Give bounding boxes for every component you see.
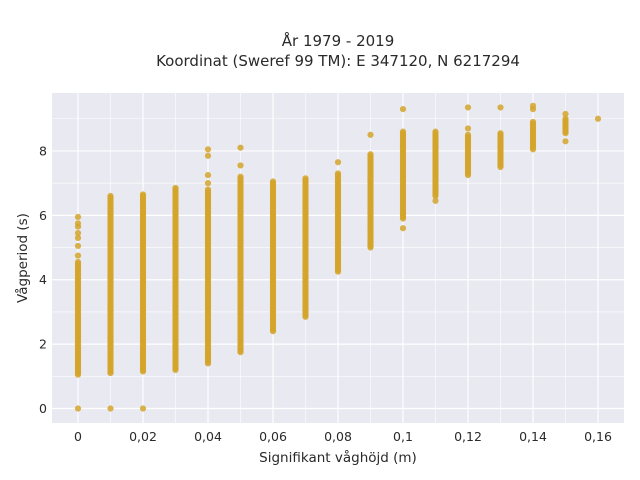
data-point	[464, 131, 472, 138]
data-point	[139, 191, 147, 198]
data-point	[399, 225, 407, 232]
y-tick-label: 4	[39, 272, 47, 287]
data-point	[497, 104, 504, 111]
data-point	[367, 131, 374, 138]
data-point	[204, 180, 212, 187]
data-point	[529, 102, 537, 109]
data-point	[74, 229, 82, 237]
data-point	[497, 130, 504, 137]
x-axis-title: Signifikant våghöjd (m)	[259, 449, 417, 466]
y-tick-label: 8	[39, 143, 47, 158]
y-tick-labels: 0 2 4 6 8	[39, 143, 47, 416]
data-point	[334, 170, 342, 177]
chart-title-line-2: Koordinat (Sweref 99 TM): E 347120, N 62…	[156, 52, 520, 70]
data-point	[74, 242, 82, 250]
data-point	[464, 125, 472, 132]
y-axis-title: Vågperiod (s)	[14, 213, 31, 303]
x-tick-label: 0,12	[454, 429, 482, 444]
data-point	[562, 115, 569, 122]
data-point	[204, 171, 212, 179]
x-tick-label: 0,16	[584, 429, 612, 444]
y-tick-label: 6	[39, 208, 47, 223]
x-tick-label: 0,02	[129, 429, 157, 444]
data-point	[237, 162, 244, 169]
data-point	[399, 105, 407, 113]
data-point	[74, 213, 82, 221]
x-tick-label: 0,04	[194, 429, 222, 444]
data-point	[107, 192, 114, 200]
data-point	[562, 138, 569, 145]
data-point	[172, 184, 179, 192]
y-tick-label: 0	[39, 401, 47, 416]
data-point	[204, 186, 212, 193]
x-tick-label: 0,14	[519, 429, 547, 444]
data-point	[74, 234, 82, 241]
data-point	[562, 110, 569, 118]
data-point	[334, 159, 342, 166]
data-point	[464, 104, 472, 111]
data-point	[107, 405, 114, 412]
data-point	[367, 151, 374, 158]
x-tick-label: 0	[74, 429, 82, 444]
x-tick-label: 0,1	[393, 429, 413, 444]
data-point	[74, 258, 82, 266]
data-point	[529, 118, 537, 126]
data-point	[139, 405, 147, 412]
data-point	[237, 173, 244, 180]
chart-title-line-1: År 1979 - 2019	[282, 31, 395, 50]
data-point	[432, 197, 439, 204]
data-points	[74, 102, 602, 412]
y-tick-label: 2	[39, 337, 47, 352]
data-point	[302, 175, 309, 182]
x-tick-labels: 0 0,02 0,04 0,06 0,08 0,1 0,12 0,14 0,16	[74, 429, 612, 444]
data-point	[204, 152, 212, 159]
x-tick-label: 0,08	[324, 429, 352, 444]
data-point	[237, 144, 244, 151]
data-point	[74, 252, 82, 259]
data-point	[594, 115, 602, 122]
x-tick-label: 0,06	[259, 429, 287, 444]
data-point	[74, 220, 82, 227]
data-point	[269, 178, 277, 185]
data-point	[399, 128, 407, 135]
data-point	[74, 405, 82, 412]
data-point	[432, 128, 439, 135]
data-point	[204, 146, 212, 153]
